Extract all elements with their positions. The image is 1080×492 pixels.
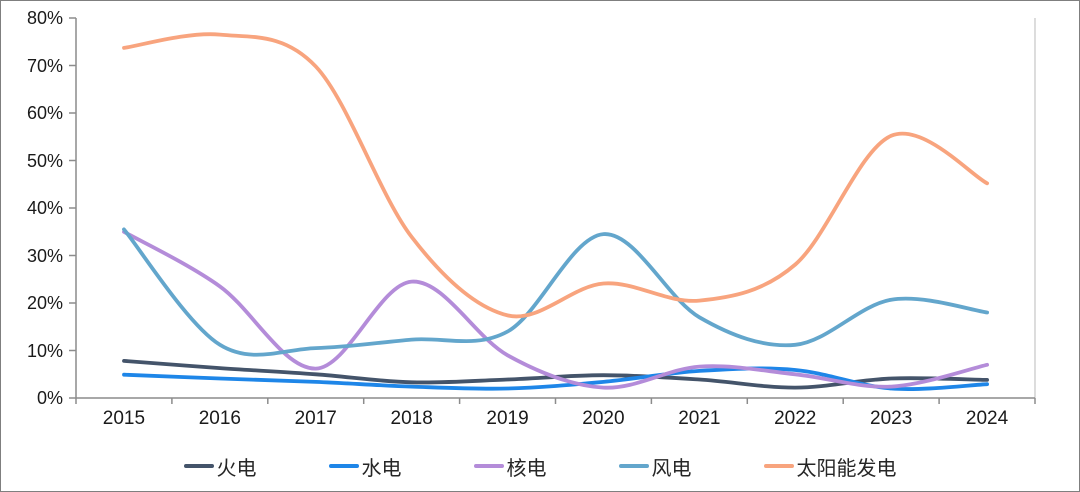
legend-line-swatch bbox=[618, 464, 649, 468]
x-axis-label: 2021 bbox=[678, 408, 721, 429]
legend-line-swatch bbox=[473, 464, 504, 468]
x-axis-label: 2016 bbox=[198, 408, 241, 429]
series-line-solar-power bbox=[122, 32, 989, 319]
y-axis-label: 20% bbox=[26, 293, 63, 313]
y-axis-label: 50% bbox=[26, 150, 63, 171]
legend-line-swatch bbox=[328, 464, 359, 468]
x-axis-label: 2017 bbox=[294, 408, 337, 429]
x-axis-label: 2024 bbox=[965, 408, 1009, 429]
axis-lines bbox=[75, 18, 1035, 399]
legend-item-thermal-power: 火电 bbox=[183, 452, 257, 481]
legend-label: 火电 bbox=[216, 457, 257, 480]
series-line-hydro-power bbox=[122, 366, 989, 391]
y-axis-label: 0% bbox=[36, 388, 63, 408]
y-axis-label: 40% bbox=[26, 198, 63, 218]
legend-item-solar-power: 太阳能发电 bbox=[763, 452, 897, 481]
y-axis-label: 70% bbox=[26, 55, 63, 76]
x-axis-label: 2020 bbox=[582, 408, 625, 429]
x-axis-label: 2019 bbox=[486, 408, 529, 429]
y-axis-label: 30% bbox=[26, 245, 63, 266]
legend-item-wind-power: 风电 bbox=[618, 452, 692, 481]
y-axis-label: 80% bbox=[26, 8, 63, 28]
legend-label: 水电 bbox=[361, 457, 402, 480]
x-axis-label: 2023 bbox=[870, 408, 913, 429]
legend-label: 风电 bbox=[651, 457, 692, 480]
chart-legend: 火电 水电 核电 风电 太阳能发电 bbox=[1, 450, 1079, 482]
x-axis-label: 2018 bbox=[390, 408, 433, 429]
legend-label: 核电 bbox=[506, 457, 547, 480]
legend-line-swatch bbox=[763, 464, 794, 468]
x-axis-label: 2015 bbox=[102, 408, 146, 429]
x-axis-label: 2022 bbox=[774, 408, 817, 429]
y-axis-label: 10% bbox=[26, 340, 63, 361]
legend-label: 太阳能发电 bbox=[796, 457, 897, 480]
legend-item-nuclear-power: 核电 bbox=[473, 452, 547, 481]
legend-item-hydro-power: 水电 bbox=[328, 452, 402, 481]
series-line-nuclear-power bbox=[122, 229, 989, 390]
legend-line-swatch bbox=[183, 464, 214, 468]
y-axis-label: 60% bbox=[26, 103, 63, 123]
series-line-wind-power bbox=[122, 227, 989, 357]
